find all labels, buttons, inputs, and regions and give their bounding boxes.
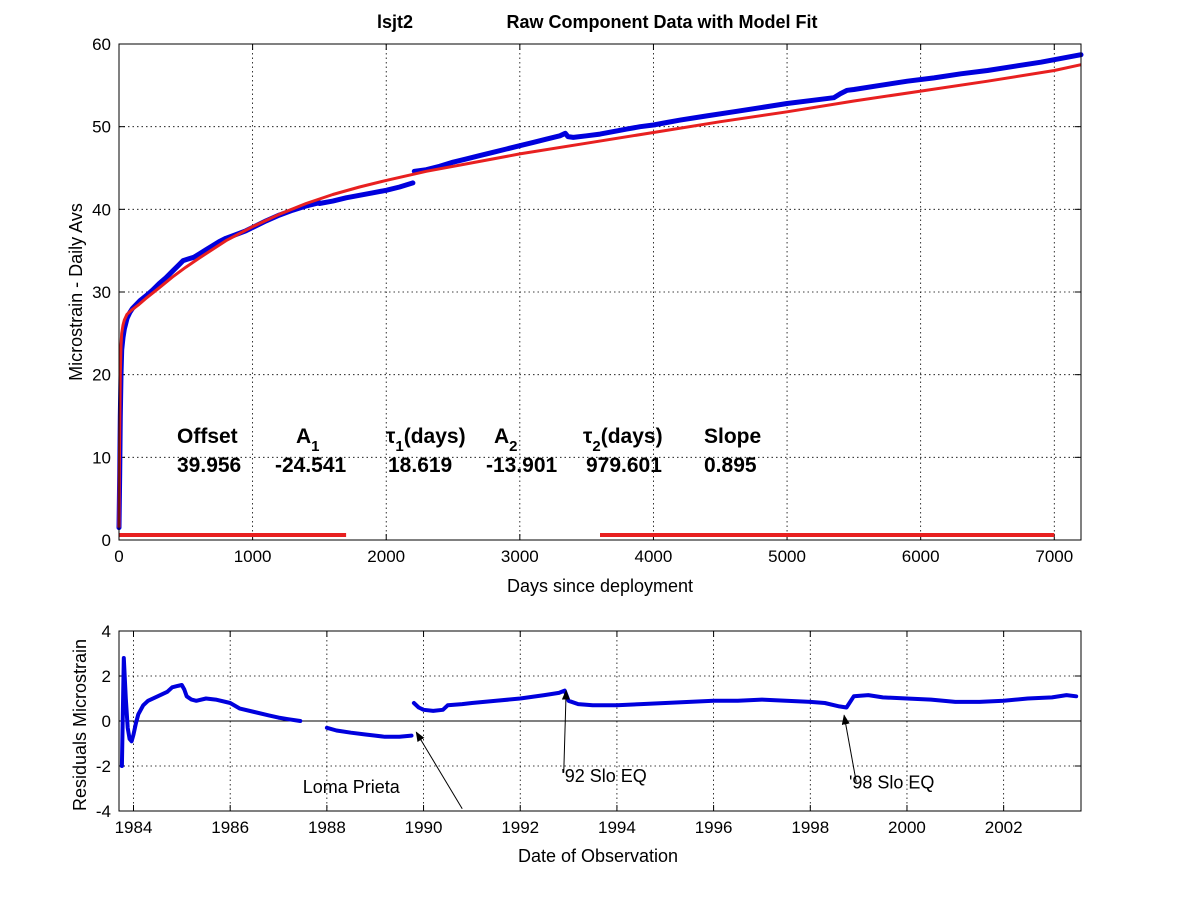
top-ytick-label: 40 <box>92 200 111 219</box>
param-header-slope: Slope <box>704 425 761 448</box>
top-xtick-label: 6000 <box>902 547 940 566</box>
param-value-a1: -24.541 <box>275 454 347 477</box>
param-value-a2: -13.901 <box>486 454 558 477</box>
top-ytick-label: 30 <box>92 283 111 302</box>
bottom-xtick-label: 1998 <box>791 818 829 837</box>
param-header-a2: A2 <box>494 425 518 455</box>
bottom-series <box>119 656 1079 768</box>
top-xtick-label: 5000 <box>768 547 806 566</box>
bottom-ticks: 1984 1986 1988 1990 1992 1994 1996 1998 2000 2002… <box>96 622 1081 837</box>
top-ytick-label: 0 <box>102 531 111 550</box>
top-xtick-label: 3000 <box>501 547 539 566</box>
top-xtick-label: 4000 <box>635 547 673 566</box>
annotation-arrow <box>561 689 570 773</box>
bottom-grid <box>119 631 1081 811</box>
bottom-ytick-label: -2 <box>96 757 111 776</box>
top-ytick-label: 10 <box>92 448 111 467</box>
fit-params-table: Offset A1 τ1(days) A2 τ2(days) Slope 39.… <box>177 425 761 477</box>
bottom-xtick-label: 1996 <box>695 818 733 837</box>
annotation-arrow <box>415 731 463 810</box>
bottom-xtick-label: 2002 <box>985 818 1023 837</box>
residual-series-line <box>119 656 303 768</box>
top-xtick-label: 1000 <box>234 547 272 566</box>
top-ylabel: Microstrain - Daily Avs <box>66 203 86 381</box>
top-xtick-label: 2000 <box>367 547 405 566</box>
top-ticks: 0 1000 2000 3000 4000 5000 6000 7000 0 10 20 30 40 50… <box>92 35 1081 566</box>
bottom-xtick-label: 1992 <box>501 818 539 837</box>
bottom-ytick-label: 4 <box>102 622 111 641</box>
annotation-label: '98 Slo EQ <box>849 773 934 793</box>
bottom-ytick-label: 0 <box>102 712 111 731</box>
bottom-xlabel: Date of Observation <box>518 846 678 866</box>
top-chart: 0 1000 2000 3000 4000 5000 6000 7000 0 10 20 30 40 50… <box>66 35 1084 596</box>
bottom-annotations: Loma Prieta '92 Slo EQ '98 Slo EQ <box>303 689 934 810</box>
bottom-xtick-label: 1984 <box>115 818 153 837</box>
bottom-xtick-label: 1994 <box>598 818 636 837</box>
bottom-xtick-label: 1988 <box>308 818 346 837</box>
top-ytick-label: 50 <box>92 118 111 137</box>
chart-title-station: lsjt2 <box>377 12 413 32</box>
bottom-ytick-label: 2 <box>102 667 111 686</box>
top-xtick-label: 7000 <box>1035 547 1073 566</box>
top-grid <box>119 44 1081 540</box>
chart-title: Raw Component Data with Model Fit <box>507 12 818 32</box>
top-plot-frame <box>118 43 1082 541</box>
param-value-tau1: 18.619 <box>388 454 452 477</box>
bottom-ylabel: Residuals Microstrain <box>70 639 90 811</box>
top-ytick-label: 60 <box>92 35 111 54</box>
param-header-tau1: τ1(days) <box>386 425 466 455</box>
param-value-slope: 0.895 <box>704 454 757 477</box>
top-ytick-label: 20 <box>92 366 111 385</box>
annotation-label: Loma Prieta <box>303 777 401 797</box>
top-xtick-label: 0 <box>114 547 123 566</box>
residual-series-line <box>324 725 414 739</box>
data-series-line <box>116 200 322 531</box>
param-header-tau2: τ2(days) <box>583 425 663 455</box>
top-xlabel: Days since deployment <box>507 576 693 596</box>
data-series-line <box>316 180 416 206</box>
bottom-xtick-label: 1990 <box>405 818 443 837</box>
param-header-offset: Offset <box>177 425 238 448</box>
bottom-xtick-label: 2000 <box>888 818 926 837</box>
annotation-arrow <box>841 714 857 782</box>
annotation-label: '92 Slo EQ <box>561 766 646 786</box>
param-header-a1: A1 <box>296 425 320 455</box>
data-series-line <box>411 52 1084 174</box>
param-value-tau2: 979.601 <box>586 454 662 477</box>
bottom-plot-frame <box>118 630 1082 812</box>
bottom-ytick-label: -4 <box>96 802 111 821</box>
top-series <box>116 52 1084 537</box>
residual-series-line <box>411 688 1079 713</box>
bottom-chart: 1984 1986 1988 1990 1992 1994 1996 1998 2000 2002… <box>70 622 1082 866</box>
bottom-xtick-label: 1986 <box>211 818 249 837</box>
param-value-offset: 39.956 <box>177 454 241 477</box>
fit-series-line <box>117 63 1082 528</box>
